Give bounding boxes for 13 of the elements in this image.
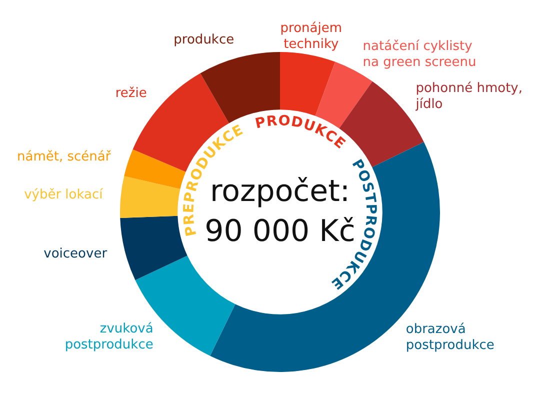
slice-label: obrazová postprodukce bbox=[406, 322, 494, 354]
text: PRE bbox=[181, 203, 200, 238]
slice-label: režie bbox=[115, 86, 147, 102]
slice-label: voiceover bbox=[44, 246, 108, 262]
slice-label: zvuková postprodukce bbox=[64, 321, 154, 352]
slice-label: produkce bbox=[174, 32, 234, 48]
text: PRODUKCE bbox=[254, 113, 348, 152]
slice-label: pronájem techniky bbox=[280, 21, 342, 52]
slice-label: výběr lokací bbox=[24, 188, 104, 203]
text: rozpočet: 90 000 Kč bbox=[204, 174, 356, 249]
slice-label: natáčení cyklisty na green screenu bbox=[362, 38, 476, 70]
slice-label: námět, scénář bbox=[17, 149, 112, 164]
slice-label: pohonné hmoty, jídlo bbox=[414, 81, 523, 112]
